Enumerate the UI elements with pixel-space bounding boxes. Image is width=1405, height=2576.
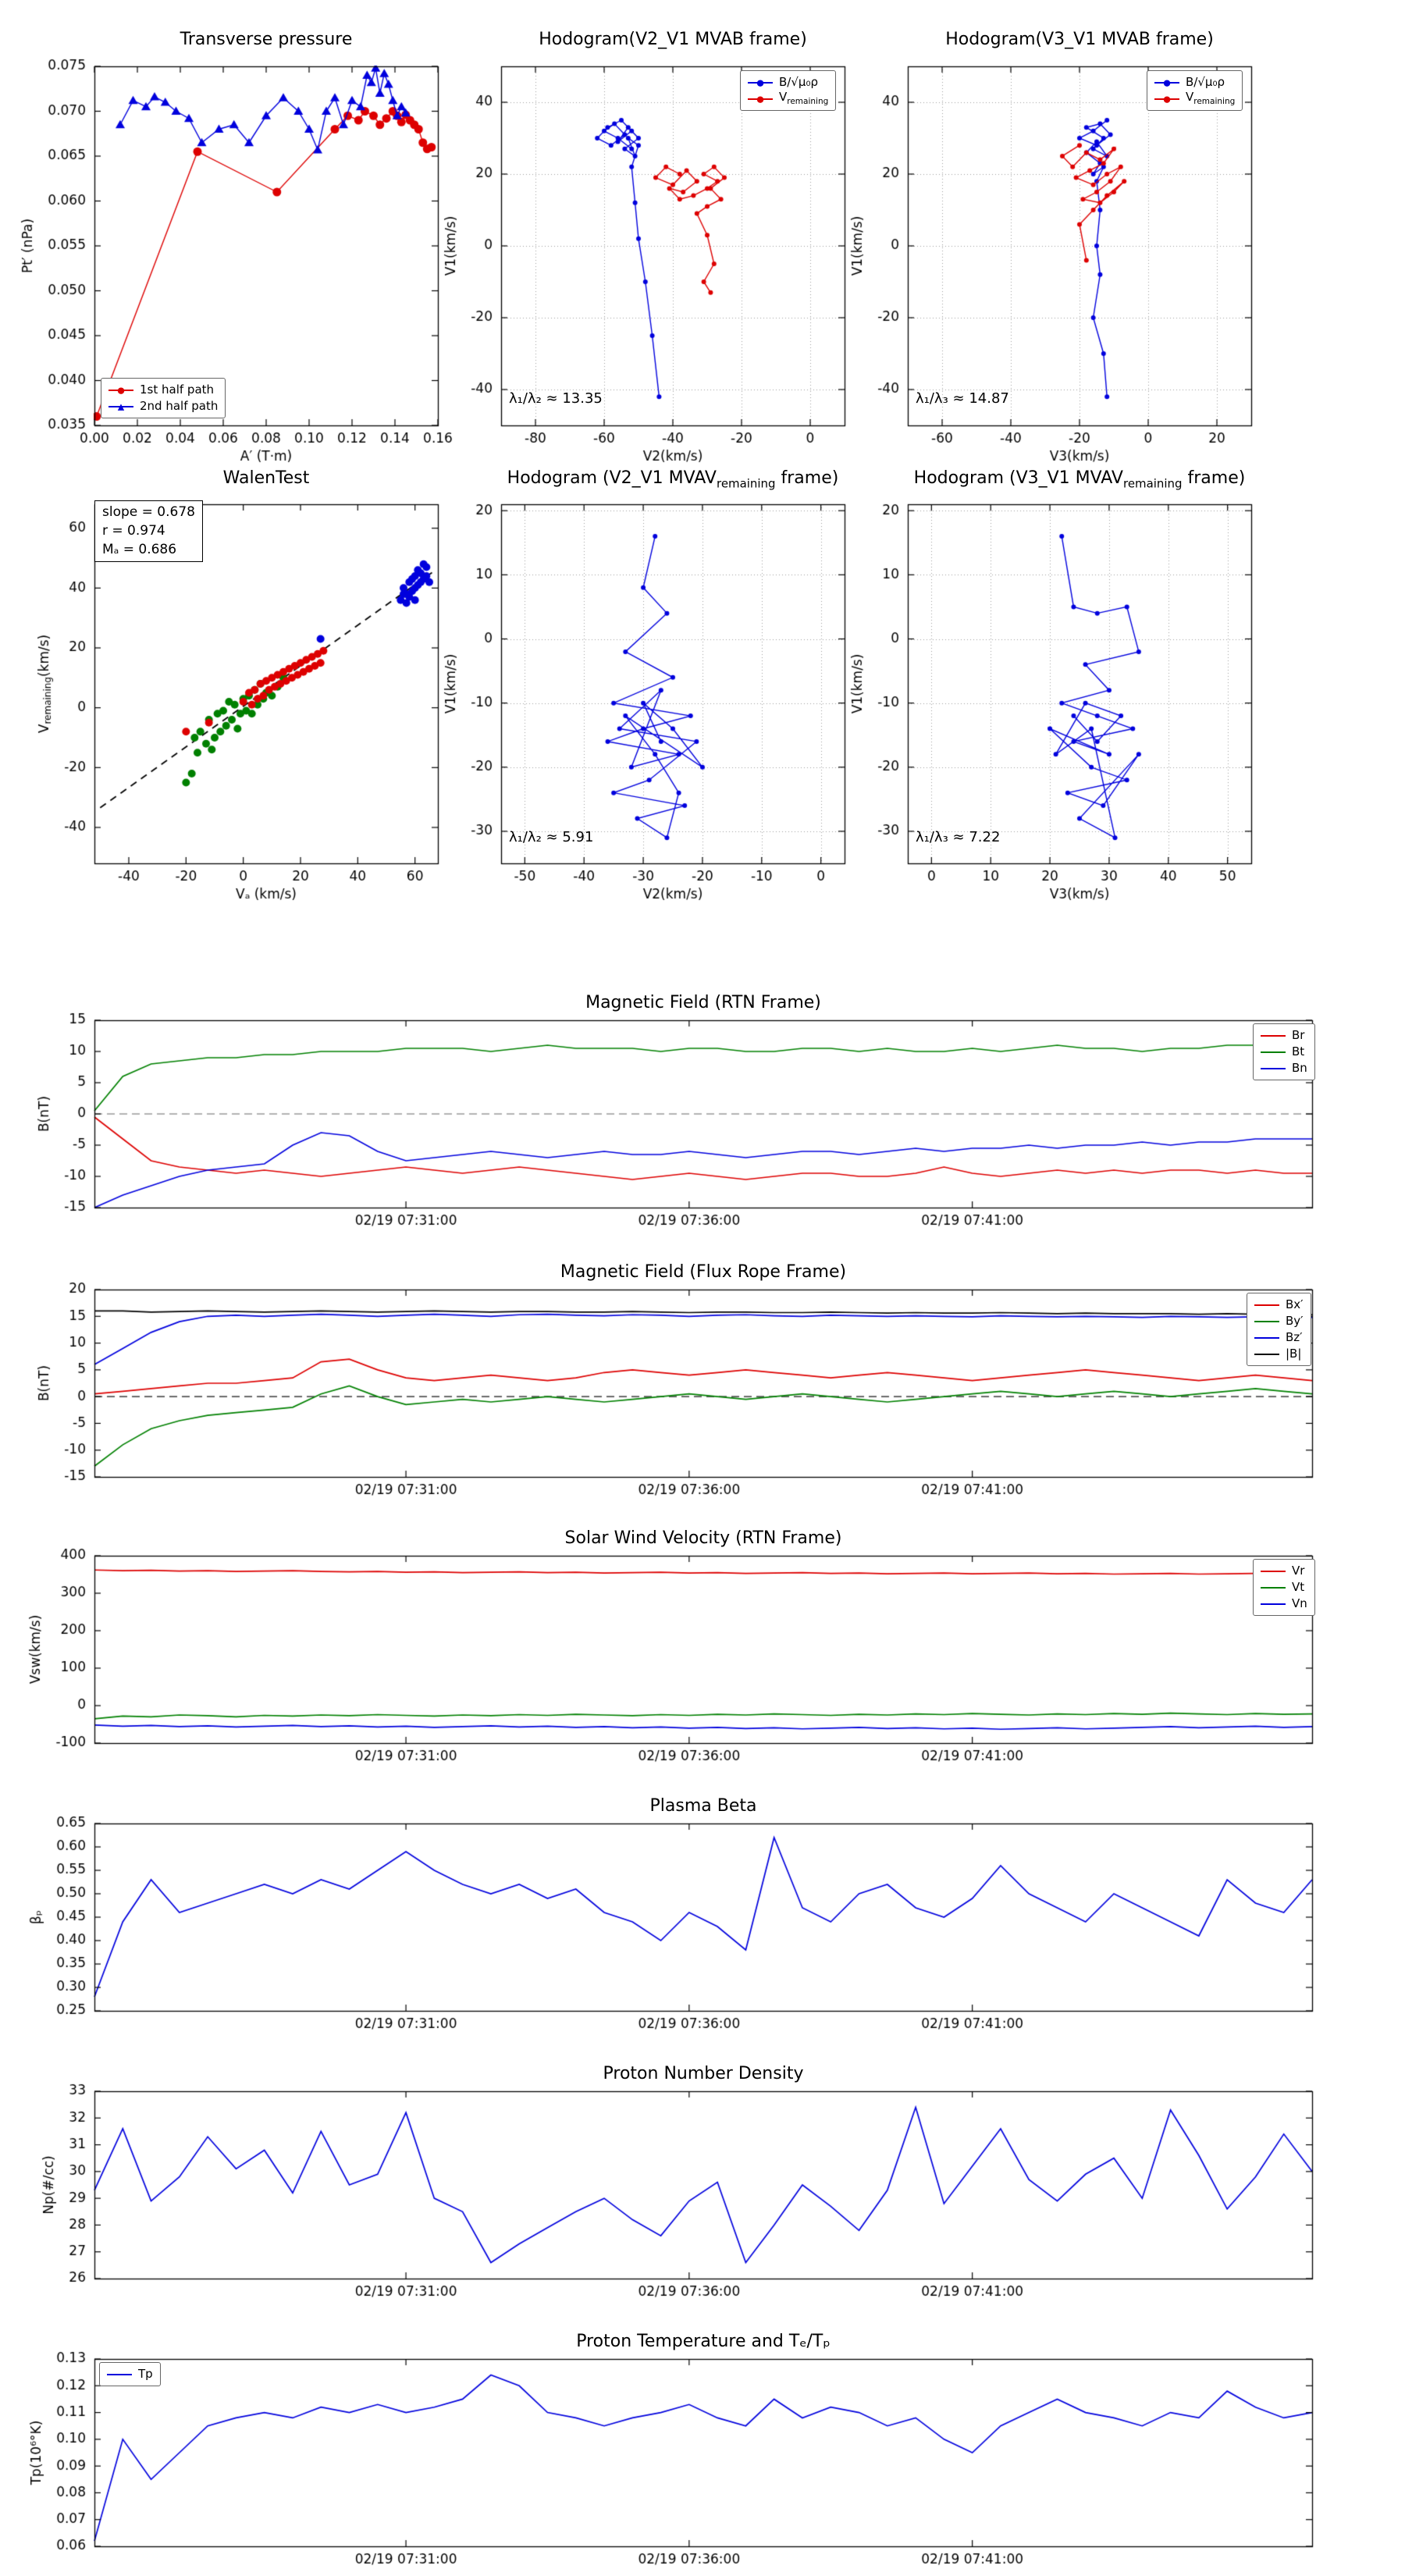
legend-item: Br	[1261, 1027, 1307, 1044]
title-proton-number-density: Proton Number Density	[603, 2064, 804, 2083]
legend-label: 1st half path	[140, 382, 215, 397]
legend-swatch-circle: ●	[1154, 77, 1179, 88]
legend-item: Vt	[1261, 1579, 1307, 1596]
vsw-legend: Vr Vt Vn	[1253, 1559, 1315, 1616]
title-solar-wind-velocity: Solar Wind Velocity (RTN Frame)	[564, 1528, 842, 1548]
legend-item: By′	[1254, 1313, 1304, 1329]
legend-label: Vt	[1292, 1580, 1305, 1594]
eigenvalue-ratio-annotation-mvab31: λ₁/λ₃ ≈ 14.87	[916, 390, 1009, 407]
walen-ma-value: Mₐ = 0.686	[102, 541, 177, 557]
pt-legend: ● 1st half path ▲ 2nd half path	[101, 378, 226, 418]
legend-swatch-circle: ●	[108, 385, 133, 396]
legend-label: Vremaining	[779, 90, 829, 107]
title-text: Hodogram (V2_V1 MVAV	[507, 468, 717, 488]
legend-swatch-circle: ●	[748, 94, 773, 105]
title-hodogram-v3v1-mvab: Hodogram(V3_V1 MVAB frame)	[945, 30, 1214, 49]
legend-item: |B|	[1254, 1346, 1304, 1362]
title-walen-test: WalenTest	[222, 468, 310, 488]
legend-item: Tp	[107, 2366, 153, 2382]
legend-item: ● 1st half path	[108, 382, 218, 398]
legend-swatch-line	[1254, 1300, 1279, 1311]
legend-item: Bn	[1261, 1060, 1307, 1076]
legend-label: B/√μ₀ρ	[1186, 75, 1225, 89]
legend-item: ● B/√μ₀ρ	[748, 74, 828, 91]
legend-label: Vn	[1292, 1596, 1307, 1610]
legend-swatch-circle: ●	[1154, 94, 1179, 105]
legend-item: Bz′	[1254, 1329, 1304, 1346]
legend-label: Vremaining	[1186, 90, 1236, 107]
title-text: Hodogram (V3_V1 MVAV	[913, 468, 1123, 488]
legend-label: |B|	[1286, 1347, 1302, 1361]
legend-swatch-triangle: ▲	[108, 401, 133, 412]
legend-label: B/√μ₀ρ	[779, 75, 818, 89]
legend-label: Tp	[138, 2367, 153, 2381]
title-transverse-pressure: Transverse pressure	[180, 30, 353, 49]
legend-label: By′	[1286, 1314, 1304, 1328]
mvab31-legend: ● B/√μ₀ρ ● Vremaining	[1147, 70, 1243, 111]
legend-swatch-line	[1261, 1047, 1286, 1058]
legend-item: ● Vremaining	[748, 91, 828, 107]
b_rtn-legend: Br Bt Bn	[1253, 1023, 1315, 1080]
title-hodogram-v2v1-mvav: Hodogram (V2_V1 MVAVremaining frame)	[501, 468, 845, 490]
title-text: frame)	[775, 468, 839, 488]
legend-item: Bt	[1261, 1044, 1307, 1060]
title-hodogram-v3v1-mvav: Hodogram (V3_V1 MVAVremaining frame)	[908, 468, 1251, 490]
eigenvalue-ratio-annotation-mvab21: λ₁/λ₂ ≈ 13.35	[509, 390, 603, 407]
title-magnetic-field-flux-rope: Magnetic Field (Flux Rope Frame)	[560, 1262, 847, 1282]
mvab21-legend: ● B/√μ₀ρ ● Vremaining	[740, 70, 837, 111]
legend-swatch-line	[1254, 1316, 1279, 1327]
legend-swatch-line	[107, 2369, 132, 2380]
legend-swatch-line	[1261, 1030, 1286, 1041]
title-proton-temperature: Proton Temperature and Tₑ/Tₚ	[576, 2332, 831, 2351]
title-hodogram-v2v1-mvab: Hodogram(V2_V1 MVAB frame)	[539, 30, 807, 49]
tp-legend: Tp	[99, 2362, 161, 2386]
legend-item: Bx′	[1254, 1297, 1304, 1313]
legend-swatch-line	[1261, 1599, 1286, 1610]
walen-fit-stats: slope = 0.678 r = 0.974 Mₐ = 0.686	[94, 500, 203, 563]
legend-swatch-line	[1254, 1332, 1279, 1343]
legend-label: Br	[1292, 1028, 1305, 1042]
legend-swatch-line	[1261, 1063, 1286, 1074]
legend-label: Vr	[1292, 1564, 1305, 1578]
eigenvalue-ratio-annotation-mvav31: λ₁/λ₃ ≈ 7.22	[916, 829, 1001, 845]
legend-item: ▲ 2nd half path	[108, 398, 218, 415]
legend-item: Vn	[1261, 1596, 1307, 1612]
legend-label: Bt	[1292, 1044, 1305, 1059]
legend-item: ● Vremaining	[1154, 91, 1235, 107]
walen-slope-value: slope = 0.678	[102, 504, 195, 520]
legend-item: ● B/√μ₀ρ	[1154, 74, 1235, 91]
legend-label: Bx′	[1286, 1297, 1304, 1311]
walen-r-value: r = 0.974	[102, 522, 165, 539]
legend-swatch-circle: ●	[748, 77, 773, 88]
legend-swatch-line	[1261, 1566, 1286, 1577]
legend-swatch-line	[1254, 1349, 1279, 1360]
eigenvalue-ratio-annotation-mvav21: λ₁/λ₂ ≈ 5.91	[509, 829, 594, 845]
title-subscript: remaining	[717, 476, 776, 491]
title-text: frame)	[1182, 468, 1246, 488]
legend-label: Bn	[1292, 1061, 1307, 1075]
title-subscript: remaining	[1123, 476, 1183, 491]
legend-label: 2nd half path	[140, 399, 219, 413]
legend-label: Bz′	[1286, 1330, 1303, 1344]
title-plasma-beta: Plasma Beta	[649, 1796, 757, 1816]
legend-item: Vr	[1261, 1563, 1307, 1579]
legend-swatch-line	[1261, 1582, 1286, 1593]
title-magnetic-field-rtn: Magnetic Field (RTN Frame)	[585, 993, 821, 1012]
b_fr-legend: Bx′ By′ Bz′ |B|	[1247, 1293, 1311, 1366]
